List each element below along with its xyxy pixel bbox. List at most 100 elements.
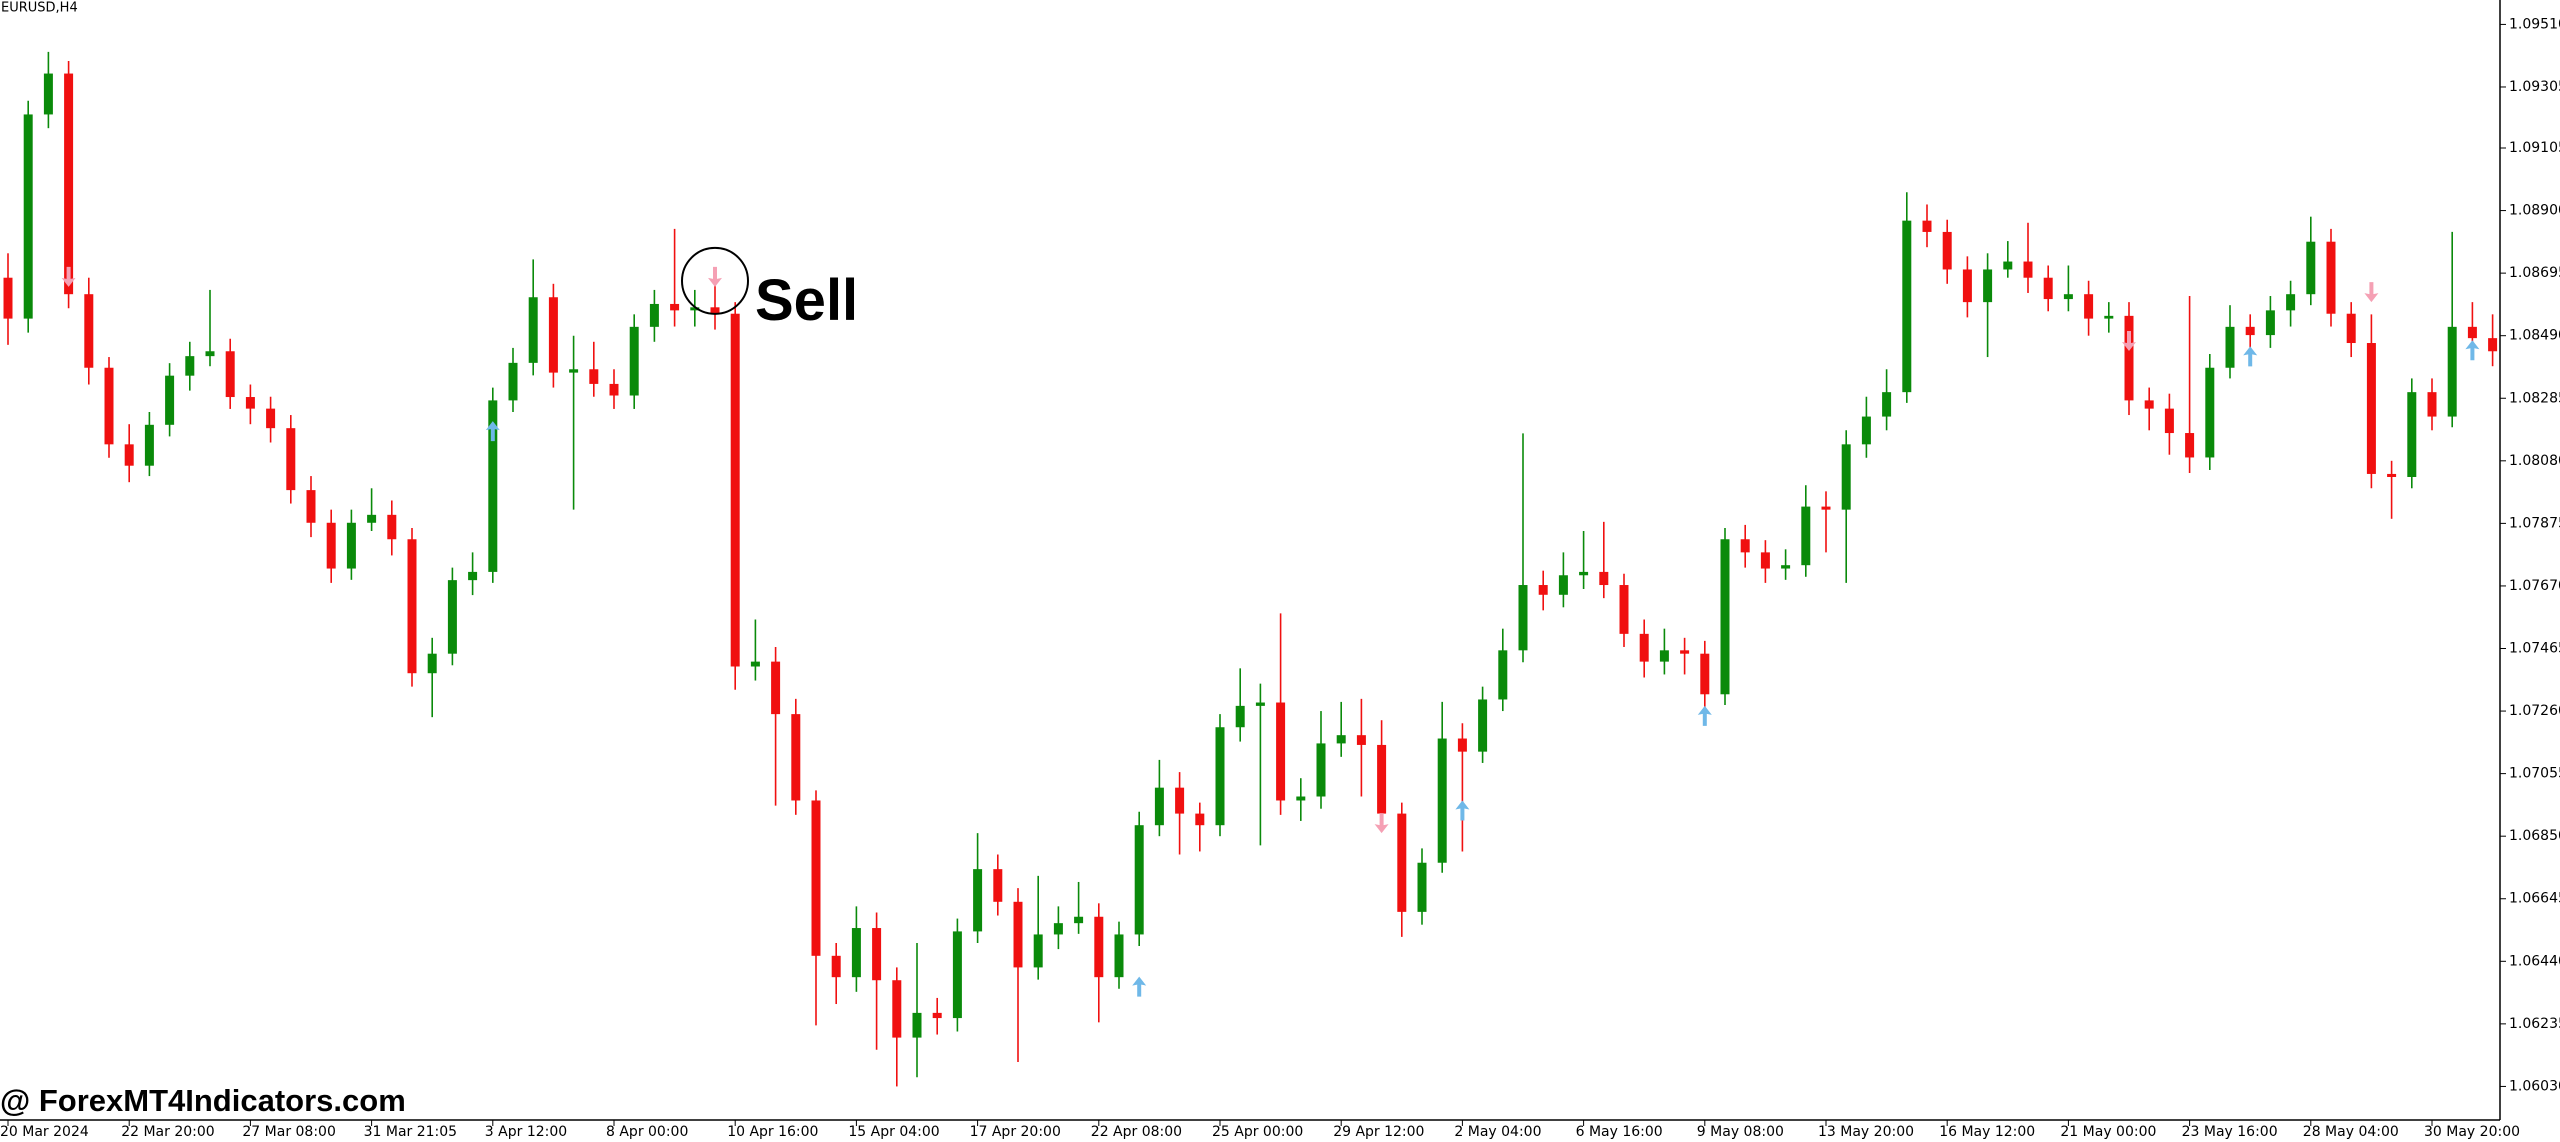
candle-body bbox=[569, 369, 579, 373]
candle-body bbox=[1558, 575, 1568, 595]
candle-body bbox=[1962, 269, 1972, 303]
candle-body bbox=[346, 522, 356, 569]
candle-body bbox=[447, 580, 457, 654]
buy-arrow bbox=[2465, 340, 2480, 361]
candle-body bbox=[1397, 813, 1407, 912]
sell-arrow bbox=[61, 266, 76, 287]
candle-body bbox=[2084, 294, 2094, 319]
candle-body bbox=[225, 351, 235, 398]
candle-body bbox=[670, 303, 680, 311]
candle-body bbox=[124, 444, 134, 466]
candle-body bbox=[993, 869, 1003, 902]
candle-body bbox=[710, 307, 720, 314]
x-tick-label: 29 Apr 12:00 bbox=[1333, 1124, 1424, 1140]
candle-body bbox=[427, 653, 437, 674]
candle-body bbox=[1033, 934, 1043, 968]
candle-body bbox=[872, 928, 882, 981]
x-tick-label: 22 Apr 08:00 bbox=[1091, 1124, 1182, 1140]
candle-body bbox=[1457, 738, 1467, 752]
candle-body bbox=[851, 928, 861, 978]
y-tick-label: 1.08900 bbox=[2509, 203, 2560, 219]
candle-body bbox=[1599, 571, 1609, 586]
candle-body bbox=[609, 383, 619, 396]
candle-body bbox=[548, 297, 558, 373]
candle-body bbox=[771, 661, 781, 715]
sell-arrow bbox=[2122, 330, 2136, 351]
y-tick-label: 1.06030 bbox=[2509, 1078, 2560, 1094]
x-tick-label: 6 May 16:00 bbox=[1576, 1124, 1663, 1140]
candle-body bbox=[2023, 261, 2033, 278]
candle-body bbox=[205, 351, 215, 357]
candle-body bbox=[1154, 787, 1164, 826]
candle-body bbox=[245, 397, 255, 409]
candle-body bbox=[1114, 934, 1124, 978]
candle-body bbox=[367, 514, 377, 523]
candle-body bbox=[690, 307, 700, 311]
candle-body bbox=[892, 980, 902, 1038]
y-tick-label: 1.06440 bbox=[2509, 953, 2560, 969]
x-tick-label: 31 Mar 21:05 bbox=[364, 1124, 457, 1140]
candle-body bbox=[1336, 735, 1346, 744]
candle-body bbox=[2063, 294, 2073, 300]
candle-body bbox=[2003, 261, 2013, 270]
candle-body bbox=[3, 277, 13, 319]
y-tick-label: 1.08285 bbox=[2509, 390, 2560, 406]
candle-body bbox=[1801, 506, 1811, 566]
y-tick-label: 1.06235 bbox=[2509, 1016, 2560, 1032]
candle-body bbox=[1882, 392, 1892, 417]
candle-body bbox=[2286, 294, 2296, 311]
candle-body bbox=[2366, 343, 2376, 474]
sell-arrow bbox=[2364, 282, 2379, 303]
x-tick-label: 30 May 20:00 bbox=[2424, 1124, 2520, 1140]
candle-body bbox=[84, 294, 94, 368]
candle-body bbox=[64, 73, 74, 295]
candle-body bbox=[1175, 787, 1185, 814]
candle-body bbox=[1781, 565, 1791, 569]
watermark: @ ForexMT4Indicators.com bbox=[0, 1083, 406, 1118]
candle-body bbox=[1478, 699, 1488, 752]
sell-arrow bbox=[1374, 813, 1389, 834]
candle-body bbox=[185, 356, 195, 376]
annotation-circle bbox=[681, 246, 749, 315]
candle-body bbox=[2124, 315, 2134, 401]
candle-body bbox=[2265, 310, 2275, 336]
candle-body bbox=[1215, 727, 1225, 826]
candle-body bbox=[973, 869, 983, 932]
candle-body bbox=[649, 303, 659, 327]
candle-body bbox=[1942, 231, 1952, 270]
y-tick-label: 1.06645 bbox=[2509, 891, 2560, 907]
candle-body bbox=[912, 1012, 922, 1038]
candle-body bbox=[1700, 653, 1710, 695]
x-tick-label: 25 Apr 00:00 bbox=[1212, 1124, 1303, 1140]
candle-body bbox=[1538, 585, 1548, 595]
candle-body bbox=[1094, 916, 1104, 978]
candle-body bbox=[2205, 367, 2215, 458]
candle-body bbox=[1861, 416, 1871, 445]
candle-body bbox=[528, 297, 538, 363]
x-tick-label: 13 May 20:00 bbox=[1818, 1124, 1914, 1140]
candle-body bbox=[811, 800, 821, 956]
candle-body bbox=[1195, 813, 1205, 826]
x-tick-label: 20 Mar 2024 bbox=[0, 1124, 89, 1140]
candle-body bbox=[1074, 916, 1084, 924]
candle-body bbox=[1134, 825, 1144, 935]
candle-body bbox=[1740, 539, 1750, 553]
candle-body bbox=[2306, 241, 2316, 295]
candle-body bbox=[407, 539, 417, 674]
y-tick-label: 1.08695 bbox=[2509, 265, 2560, 281]
candle-body bbox=[1356, 735, 1366, 745]
candle-body bbox=[791, 714, 801, 801]
x-tick-label: 17 Apr 20:00 bbox=[970, 1124, 1061, 1140]
candle-body bbox=[508, 362, 518, 401]
x-tick-label: 16 May 12:00 bbox=[1939, 1124, 2035, 1140]
y-tick-label: 1.08490 bbox=[2509, 328, 2560, 344]
y-tick-label: 1.08080 bbox=[2509, 453, 2560, 469]
buy-arrow bbox=[1132, 976, 1147, 997]
candle-body bbox=[2387, 473, 2397, 477]
candle-body bbox=[1922, 220, 1932, 232]
candle-body bbox=[1760, 552, 1770, 569]
candle-body bbox=[589, 369, 599, 384]
candle-body bbox=[1680, 650, 1690, 654]
candle-body bbox=[2104, 315, 2114, 319]
